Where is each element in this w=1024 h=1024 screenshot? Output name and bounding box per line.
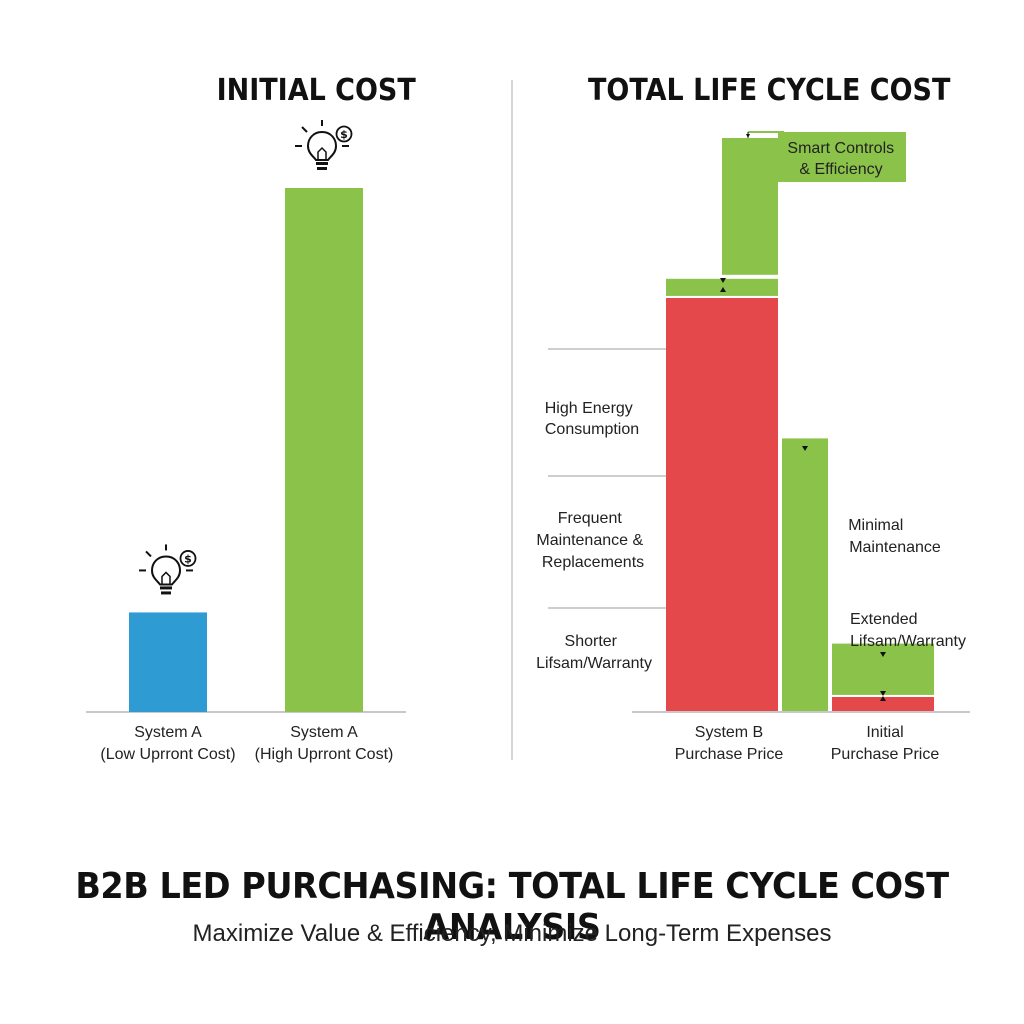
bar-segment [666, 278, 778, 296]
smart-controls-callout [778, 132, 906, 182]
x-tick-label: Initial Purchase Price [831, 724, 940, 763]
bar-segment [722, 138, 778, 275]
bar-segment [832, 694, 934, 712]
bar-initial-cost-1 [129, 612, 207, 712]
page-title: B2B LED PURCHASING: TOTAL LIFE CYCLE COS… [75, 866, 949, 948]
bar-segment [782, 438, 828, 712]
x-tick-label: System A (Low Uprront Cost) [100, 724, 235, 763]
bar-initial-cost-2 [285, 188, 363, 712]
annotation-frequent-maintenance: Frequent Maintenance & Replacements [536, 510, 647, 571]
annotation-smart-controls: Smart Controls & Efficiency [787, 140, 898, 178]
page-subtitle: Maximize Value & Efficiency, Minimize Lo… [192, 920, 832, 947]
initial-cost-title: INITIAL COST [217, 73, 417, 108]
total-life-cycle-cost-title: TOTAL LIFE CYCLE COST [588, 73, 951, 108]
annotation-minimal-maintenance: Minimal Maintenance [848, 517, 941, 556]
annotation-extended-lifespan: Extended Lifsam/Warranty [850, 611, 966, 650]
x-tick-label: System B Purchase Price [675, 724, 784, 763]
total-life-cycle-cost-chart: TOTAL LIFE CYCLE COST Smart Controls & E… [536, 73, 970, 763]
lightbulb-dollar-icon [138, 543, 197, 596]
lightbulb-dollar-icon [294, 119, 353, 171]
annotation-shorter-lifespan: Shorter Lifsam/Warranty [536, 633, 652, 672]
bar-segment [666, 295, 778, 712]
initial-cost-chart: INITIAL COST System A (Low Uprront Cost) S… [86, 73, 416, 763]
x-tick-label: System A (High Uprront Cost) [255, 724, 394, 763]
bar-segment [832, 643, 934, 695]
annotation-high-energy: High Energy Consumption [545, 400, 639, 438]
